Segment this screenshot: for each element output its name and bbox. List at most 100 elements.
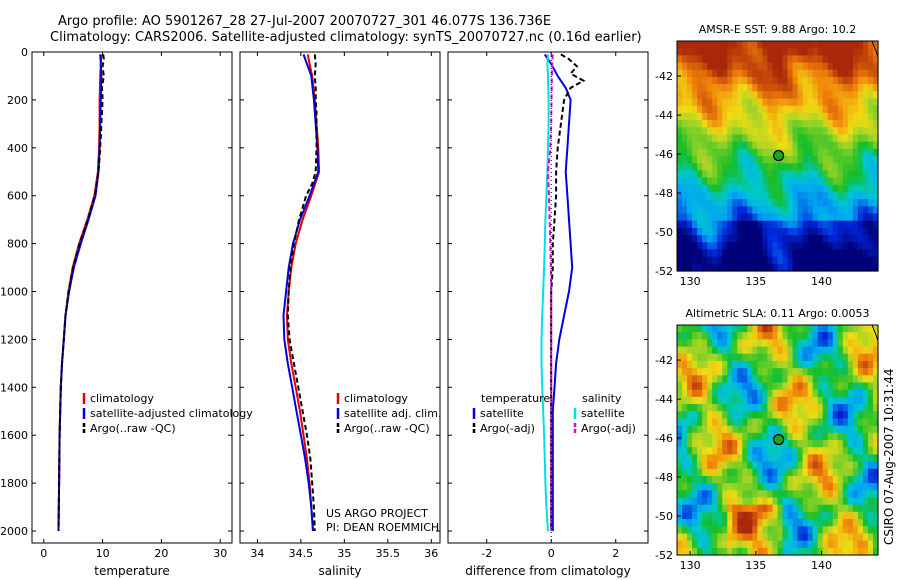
sst_map-cell — [812, 206, 819, 215]
figure-title-line-1: Argo profile: AO 5901267_28 27-Jul-2007 … — [58, 14, 552, 29]
sst_map-cell — [802, 48, 809, 56]
sst_map-cell — [742, 48, 748, 56]
sla_map-cell — [822, 382, 829, 391]
sla_map-cell — [717, 519, 723, 527]
sst_map-cell — [762, 199, 769, 207]
sst_map-cell — [742, 91, 748, 100]
sst_map-cell — [812, 141, 819, 150]
sla_map-cell — [867, 418, 874, 427]
sst_map-cell — [707, 177, 713, 186]
sla_map-cell — [827, 396, 834, 405]
sla_map-cell — [722, 483, 728, 491]
sla_map-cell — [867, 547, 874, 556]
sst_map-cell — [707, 256, 713, 265]
sst_map-cell — [807, 213, 814, 222]
sla_map-cell — [772, 468, 779, 477]
sla_map-cell — [682, 440, 688, 448]
sla_map-cell — [702, 461, 708, 470]
sla_map-cell — [852, 475, 859, 484]
sla_map-cell — [847, 332, 854, 340]
sst_map-cell — [722, 235, 728, 243]
sla_map-cell — [757, 483, 764, 491]
sst_map-cell — [802, 62, 809, 71]
sla_map-cell — [787, 447, 794, 455]
sla_map-cell — [727, 418, 733, 427]
sla_map-cell — [787, 526, 794, 535]
sla_map-cell — [702, 325, 708, 333]
sst_map-cell — [682, 206, 688, 215]
sla_map-cell — [742, 526, 748, 535]
sst_map-cell — [712, 235, 718, 243]
sla_map-cell — [762, 519, 769, 527]
sla_map-cell — [757, 461, 764, 470]
sst_map-cell — [802, 55, 809, 64]
sst_map-cell — [747, 41, 753, 49]
sla_map-cell — [677, 526, 683, 535]
sla_map-cell — [722, 490, 728, 499]
sst_map-cell — [762, 141, 769, 150]
sst_map-cell — [682, 91, 688, 100]
sla_map-cell — [747, 475, 753, 484]
sst_map-coastline — [871, 40, 879, 58]
sst_map-cell — [712, 227, 718, 236]
sst_map-cell — [757, 69, 764, 78]
sst_map-cell — [772, 76, 779, 85]
sst_map-cell — [682, 41, 688, 49]
sst_map-cell — [772, 91, 779, 100]
sla_map-cell — [872, 325, 879, 333]
sla_map-cell — [737, 519, 743, 527]
sst_map-cell — [697, 91, 703, 100]
sla_map-cell — [772, 454, 779, 463]
sla_map-cell — [762, 332, 769, 340]
sla_map-cell — [842, 339, 849, 348]
sla_map-cell — [717, 533, 723, 542]
sst_map-cell — [757, 191, 764, 200]
sst_map-cell — [677, 242, 683, 251]
sla_map-cell — [682, 339, 688, 348]
sst_map-cell — [677, 120, 683, 128]
sst_map-cell — [757, 199, 764, 207]
sst_map-cell — [752, 206, 759, 215]
sst_map-cell — [767, 213, 774, 222]
sst_map-cell — [817, 91, 824, 100]
sla_map-cell — [707, 533, 713, 542]
sla_map-cell — [777, 526, 784, 535]
sst_map-cell — [772, 227, 779, 236]
sst_map-cell — [687, 141, 693, 150]
sst_map-cell — [857, 156, 864, 164]
sst_map-cell — [722, 112, 728, 121]
sla_map-cell — [762, 396, 769, 405]
sla_map-cell — [687, 461, 693, 470]
sla_map-cell — [837, 346, 844, 355]
sla_map-cell — [782, 360, 789, 369]
sst_map-cell — [742, 127, 748, 136]
sla_map-cell — [772, 404, 779, 412]
sst_map-cell — [842, 48, 849, 56]
sst_map-cell — [712, 98, 718, 107]
sla_map-cell — [842, 540, 849, 549]
sla_map-cell — [702, 375, 708, 384]
sst_map-cell — [742, 112, 748, 121]
sla_map-cell — [747, 497, 753, 506]
sst_map-cell — [827, 112, 834, 121]
sst_map-cell — [732, 91, 738, 100]
sla_map-cell — [847, 411, 854, 420]
sst_map-cell — [772, 220, 779, 229]
sst_map-cell — [827, 69, 834, 78]
sst_map-cell — [842, 213, 849, 222]
sst_map-cell — [857, 242, 864, 251]
sst_map-cell — [707, 263, 713, 272]
sla_map-cell — [742, 360, 748, 369]
sst_map-cell — [857, 98, 864, 107]
sst_map-cell — [682, 127, 688, 136]
sst_map-cell — [737, 62, 743, 71]
sla_map-cell — [857, 468, 864, 477]
sst_map-cell — [732, 177, 738, 186]
sst_map-cell — [757, 177, 764, 186]
sla_map-cell — [782, 475, 789, 484]
sst_map-cell — [797, 227, 804, 236]
sla_map-cell — [862, 432, 869, 441]
sla_map-cell — [717, 404, 723, 412]
sst_map-cell — [732, 41, 738, 49]
sla_map-cell — [752, 411, 759, 420]
